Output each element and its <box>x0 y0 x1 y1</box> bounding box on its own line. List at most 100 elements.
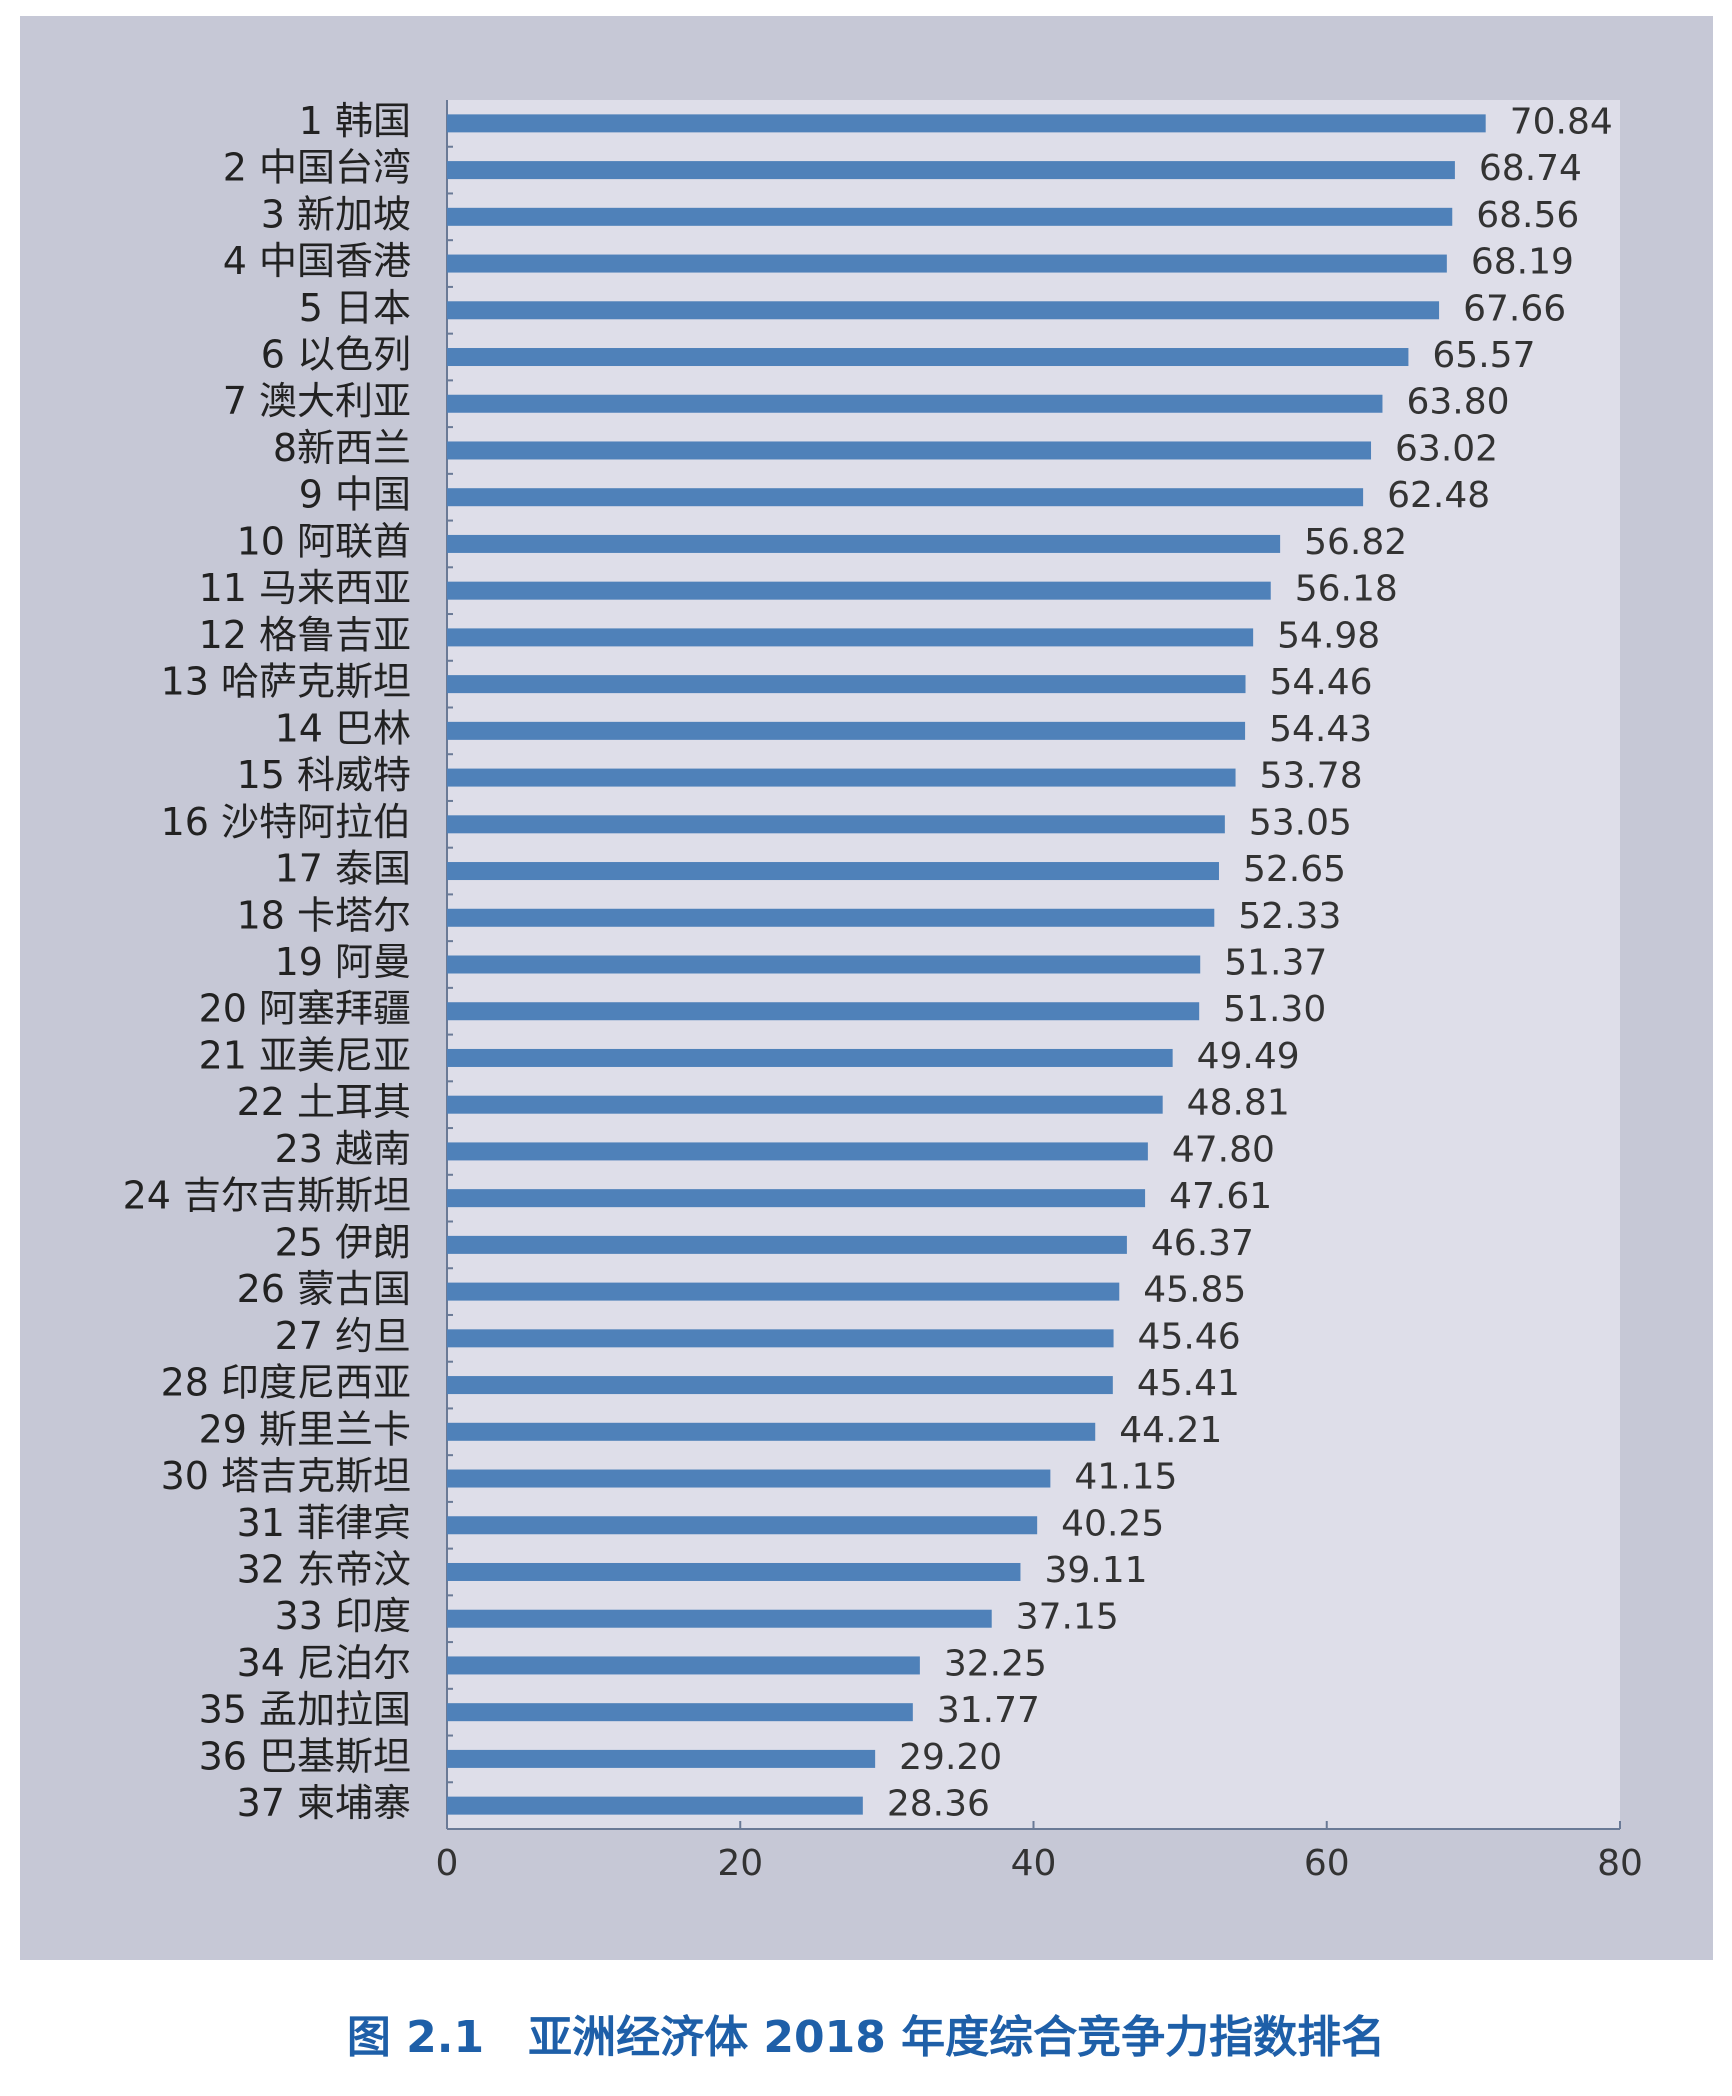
value-label: 39.11 <box>1044 1550 1147 1591</box>
bar <box>447 1562 1021 1581</box>
value-label: 68.19 <box>1471 242 1574 283</box>
y-tick-label: 13 哈萨克斯坦 <box>161 660 411 704</box>
value-label: 65.57 <box>1432 335 1535 376</box>
value-label: 40.25 <box>1061 1503 1164 1544</box>
value-label: 68.56 <box>1476 195 1579 236</box>
caption: 图 2.1 亚洲经济体 2018 年度综合竞争力指数排名 <box>347 2012 1385 2063</box>
value-label: 41.15 <box>1074 1457 1177 1498</box>
value-label: 63.80 <box>1406 382 1509 423</box>
y-tick-label: 36 巴基斯坦 <box>199 1734 411 1778</box>
value-label: 52.33 <box>1238 896 1341 937</box>
bar <box>447 348 1409 367</box>
y-tick-label: 34 尼泊尔 <box>237 1641 411 1685</box>
bar <box>447 1142 1148 1161</box>
bar <box>447 1329 1114 1348</box>
y-tick-label: 18 卡塔尔 <box>237 893 411 937</box>
value-label: 52.65 <box>1243 849 1346 890</box>
y-tick-label: 31 菲律宾 <box>237 1501 411 1545</box>
bar <box>447 1609 992 1628</box>
y-tick-label: 24 吉尔吉斯斯坦 <box>123 1174 411 1218</box>
value-label: 53.78 <box>1260 756 1363 797</box>
bar <box>447 1048 1173 1067</box>
bar <box>447 1703 913 1722</box>
y-tick-label: 28 印度尼西亚 <box>161 1361 411 1405</box>
value-label: 46.37 <box>1151 1223 1254 1264</box>
y-tick-label: 16 沙特阿拉伯 <box>161 800 411 844</box>
bar <box>447 488 1364 507</box>
value-label: 56.18 <box>1295 569 1398 610</box>
value-label: 47.61 <box>1169 1176 1272 1217</box>
y-tick-label: 33 印度 <box>275 1594 411 1638</box>
value-label: 54.46 <box>1270 662 1373 703</box>
y-tick-label: 17 泰国 <box>275 847 411 891</box>
y-tick-label: 35 孟加拉国 <box>199 1688 411 1732</box>
value-label: 47.80 <box>1172 1129 1275 1170</box>
y-tick-label: 32 东帝汶 <box>237 1547 411 1591</box>
y-tick-label: 5 日本 <box>299 286 411 330</box>
y-tick-label: 37 柬埔寨 <box>237 1781 411 1825</box>
value-label: 45.46 <box>1138 1316 1241 1357</box>
bar <box>447 1235 1127 1254</box>
value-label: 44.21 <box>1119 1410 1222 1451</box>
x-tick-label: 80 <box>1597 1843 1643 1884</box>
value-label: 45.41 <box>1137 1363 1240 1404</box>
value-label: 51.30 <box>1223 989 1326 1030</box>
y-tick-label: 2 中国台湾 <box>223 146 411 190</box>
y-tick-label: 9 中国 <box>299 473 411 517</box>
bar <box>447 1095 1163 1114</box>
value-label: 70.84 <box>1510 101 1613 142</box>
y-tick-label: 8新西兰 <box>273 426 411 470</box>
value-label: 49.49 <box>1197 1036 1300 1077</box>
value-label: 53.05 <box>1249 802 1352 843</box>
bar <box>447 768 1236 787</box>
y-tick-label: 3 新加坡 <box>261 192 411 236</box>
value-label: 51.37 <box>1224 943 1327 984</box>
y-tick-label: 26 蒙古国 <box>237 1267 411 1311</box>
y-tick-label: 29 斯里兰卡 <box>199 1407 411 1451</box>
bar <box>447 207 1453 226</box>
bar <box>447 1469 1051 1488</box>
bar <box>447 1749 876 1768</box>
bar <box>447 1656 920 1675</box>
bar <box>447 114 1486 133</box>
bar <box>447 301 1440 320</box>
bar <box>447 1376 1113 1395</box>
bar <box>447 862 1219 881</box>
bar <box>447 675 1246 694</box>
value-label: 54.98 <box>1277 615 1380 656</box>
value-label: 68.74 <box>1479 148 1582 189</box>
bar <box>447 254 1447 273</box>
bar <box>447 1516 1038 1535</box>
bar <box>447 534 1281 553</box>
y-tick-label: 6 以色列 <box>261 333 411 377</box>
y-tick-label: 1 韩国 <box>299 99 411 143</box>
y-tick-label: 25 伊朗 <box>275 1220 411 1264</box>
y-tick-label: 11 马来西亚 <box>199 566 411 610</box>
bar <box>447 161 1455 180</box>
value-label: 45.85 <box>1143 1270 1246 1311</box>
y-tick-label: 19 阿曼 <box>275 940 411 984</box>
value-label: 56.82 <box>1304 522 1407 563</box>
y-tick-label: 4 中国香港 <box>223 239 411 283</box>
bar <box>447 1796 863 1815</box>
y-tick-label: 27 约旦 <box>275 1314 411 1358</box>
x-tick-label: 60 <box>1304 1843 1350 1884</box>
x-tick-label: 20 <box>717 1843 763 1884</box>
value-label: 29.20 <box>899 1737 1002 1778</box>
x-tick-label: 0 <box>436 1843 459 1884</box>
y-tick-label: 14 巴林 <box>275 706 411 750</box>
bar <box>447 581 1271 600</box>
y-tick-label: 10 阿联酋 <box>237 519 411 563</box>
value-label: 54.43 <box>1269 709 1372 750</box>
y-tick-label: 30 塔吉克斯坦 <box>161 1454 411 1498</box>
y-tick-label: 15 科威特 <box>237 753 411 797</box>
bar <box>447 955 1201 974</box>
bar <box>447 815 1225 834</box>
y-tick-label: 12 格鲁吉亚 <box>199 613 411 657</box>
bar <box>447 628 1254 647</box>
y-tick-label: 21 亚美尼亚 <box>199 1033 411 1077</box>
bar <box>447 1189 1146 1208</box>
y-tick-label: 7 澳大利亚 <box>223 379 411 423</box>
bar <box>447 1002 1200 1021</box>
